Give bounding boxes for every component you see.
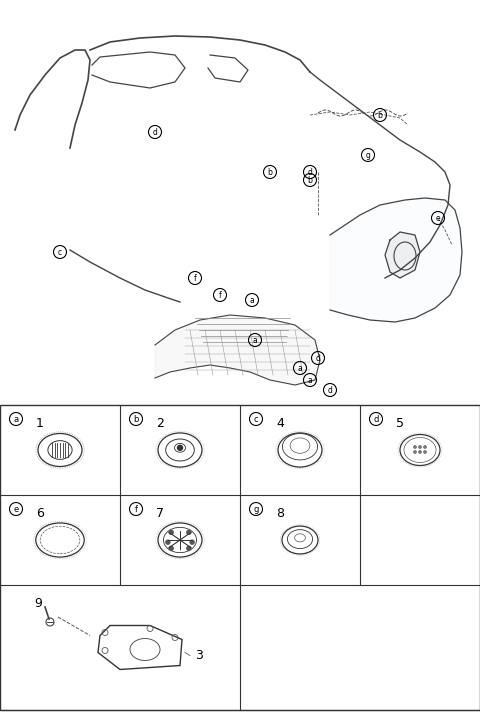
Text: g: g [253, 505, 259, 513]
Text: g: g [366, 150, 371, 159]
Polygon shape [330, 198, 462, 322]
Circle shape [169, 546, 173, 551]
Text: b: b [308, 175, 312, 184]
Circle shape [419, 445, 421, 448]
Text: 5: 5 [396, 417, 404, 430]
Text: b: b [133, 415, 139, 423]
Text: a: a [308, 375, 312, 385]
Text: f: f [134, 505, 137, 513]
Text: a: a [13, 415, 19, 423]
Circle shape [414, 450, 416, 453]
Text: b: b [267, 167, 273, 177]
Text: e: e [13, 505, 19, 513]
Text: f: f [218, 290, 221, 300]
Polygon shape [155, 315, 320, 385]
Text: 6: 6 [36, 507, 44, 520]
Text: a: a [252, 335, 257, 345]
Text: d: d [153, 127, 157, 137]
Polygon shape [385, 232, 420, 278]
Text: b: b [378, 111, 383, 119]
Circle shape [187, 531, 191, 534]
Text: 3: 3 [195, 649, 203, 662]
Circle shape [414, 445, 416, 448]
Circle shape [190, 541, 194, 544]
Text: 2: 2 [156, 417, 164, 430]
Circle shape [419, 450, 421, 453]
Circle shape [178, 445, 182, 450]
Text: 8: 8 [276, 507, 284, 520]
Circle shape [187, 546, 191, 551]
Text: d: d [308, 167, 312, 177]
Text: 4: 4 [276, 417, 284, 430]
Text: 1: 1 [36, 417, 44, 430]
Text: a: a [250, 295, 254, 305]
Circle shape [166, 541, 170, 544]
Text: e: e [436, 214, 440, 222]
Circle shape [424, 450, 426, 453]
Circle shape [169, 531, 173, 534]
Text: f: f [193, 274, 196, 282]
Text: c: c [254, 415, 258, 423]
Text: 9: 9 [34, 597, 42, 610]
Bar [0, 405, 480, 710]
Text: d: d [315, 353, 321, 363]
Text: a: a [298, 363, 302, 373]
Text: c: c [58, 247, 62, 257]
Text: 7: 7 [156, 507, 164, 520]
Text: d: d [327, 385, 333, 395]
Text: d: d [373, 415, 379, 423]
Circle shape [424, 445, 426, 448]
